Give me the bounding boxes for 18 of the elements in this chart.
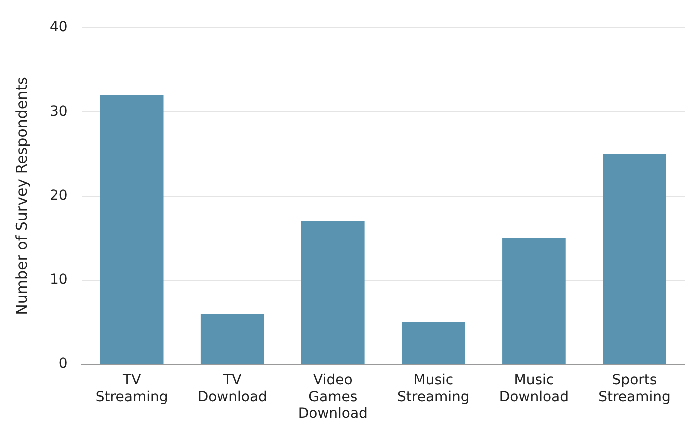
y-tick-label: 30 [50,104,68,120]
bar [402,322,466,364]
x-tick-label: Music Download [499,372,569,406]
y-axis-title: Number of Survey Respondents [12,77,31,316]
bar [301,222,365,364]
y-tick-label: 20 [50,188,68,204]
x-tick-label: Music Streaming [398,372,470,406]
x-tick-label: TV Download [198,372,268,406]
y-tick-label: 0 [58,356,68,372]
bar [200,314,264,364]
bar [502,238,566,364]
y-tick-label: 40 [50,20,68,36]
x-tick-label: Video Games Download [298,372,368,422]
y-tick-label: 10 [50,272,68,288]
bar [100,95,164,364]
x-tick-label: Sports Streaming [598,372,671,406]
bar [603,154,666,364]
x-tick-label: TV Streaming [96,372,168,406]
